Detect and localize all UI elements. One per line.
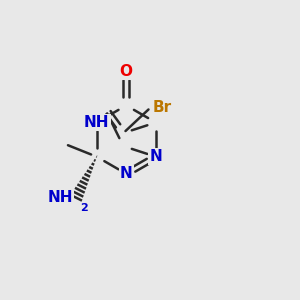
Text: O: O [120,64,133,79]
Text: 2: 2 [80,203,87,213]
Text: NH: NH [84,115,110,130]
Text: N: N [120,166,133,181]
Text: N: N [149,149,162,164]
Text: NH: NH [48,190,73,205]
Text: Br: Br [152,100,171,115]
